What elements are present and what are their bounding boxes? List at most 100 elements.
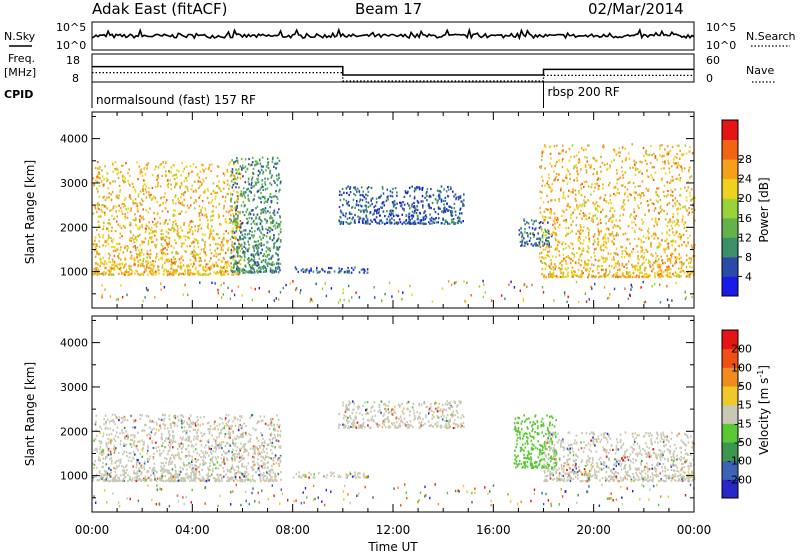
scatter-cell: [154, 431, 157, 434]
scatter-cell: [108, 218, 110, 221]
scatter-cell: [546, 251, 549, 254]
scatter-cell: [422, 222, 425, 225]
scatter-cell: [396, 191, 398, 194]
scatter-cell: [685, 259, 688, 262]
scatter-cell: [104, 205, 107, 208]
colorbar-swatch: [722, 139, 738, 160]
scatter-cell: [341, 268, 343, 271]
scatter-cell: [107, 438, 109, 441]
scatter-cell: [318, 271, 320, 274]
scatter-cell: [646, 162, 648, 165]
scatter-cell: [184, 270, 186, 273]
scatter-cell: [97, 176, 100, 179]
scatter-cell: [523, 283, 526, 286]
scatter-cell: [641, 249, 644, 252]
scatter-cell: [249, 259, 252, 262]
scatter-cell: [156, 211, 159, 215]
scatter-cell: [403, 195, 406, 198]
scatter-cell: [363, 209, 366, 212]
scatter-cell: [588, 298, 590, 301]
scatter-cell: [257, 181, 260, 184]
scatter-cell: [672, 264, 674, 267]
scatter-cell: [113, 254, 116, 258]
scatter-cell: [640, 194, 642, 197]
scatter-cell: [668, 167, 671, 170]
scatter-cell: [539, 237, 541, 240]
scatter-cell: [568, 189, 570, 192]
scatter-cell: [209, 228, 212, 231]
scatter-cell: [578, 160, 581, 163]
scatter-cell: [157, 166, 160, 169]
scatter-cell: [99, 177, 101, 180]
scatter-cell: [578, 205, 580, 208]
scatter-cell: [256, 222, 258, 225]
scatter-cell: [172, 434, 174, 437]
scatter-cell: [279, 223, 281, 226]
scatter-cell: [602, 187, 604, 190]
scatter-cell: [183, 223, 185, 226]
scatter-cell: [236, 226, 238, 229]
scatter-cell: [278, 462, 280, 465]
scatter-cell: [117, 242, 119, 245]
scatter-cell: [342, 221, 345, 224]
scatter-cell: [524, 242, 527, 245]
scatter-cell: [242, 238, 244, 241]
scatter-cell: [448, 205, 450, 208]
scatter-cell: [227, 248, 229, 251]
scatter-cell: [250, 186, 253, 189]
scatter-cell: [679, 261, 681, 264]
scatter-cell: [678, 164, 680, 167]
scatter-cell: [629, 215, 631, 218]
scatter-cell: [239, 415, 241, 418]
scatter-cell: [432, 193, 435, 197]
scatter-cell: [545, 239, 547, 242]
scatter-cell: [111, 241, 114, 244]
scatter-cell: [614, 274, 616, 277]
beam-label: Beam 17: [355, 0, 422, 18]
scatter-cell: [405, 214, 408, 217]
scatter-cell: [173, 271, 175, 274]
scatter-cell: [153, 271, 155, 274]
scatter-cell: [189, 165, 192, 168]
scatter-cell: [240, 256, 243, 259]
scatter-cell: [338, 270, 341, 273]
scatter-cell: [597, 265, 599, 268]
scatter-cell: [342, 222, 344, 225]
scatter-cell: [691, 152, 694, 155]
scatter-cell: [136, 204, 139, 207]
scatter-cell: [244, 265, 247, 268]
scatter-cell: [366, 222, 369, 225]
scatter-cell: [615, 275, 617, 278]
scatter-cell: [360, 186, 363, 189]
scatter-cell: [253, 245, 255, 248]
scatter-cell: [161, 248, 163, 252]
scatter-cell: [416, 215, 419, 218]
scatter-cell: [646, 169, 648, 172]
scatter-cell: [168, 418, 171, 421]
scatter-cell: [209, 266, 211, 269]
scatter-cell: [451, 218, 453, 221]
scatter-cell: [555, 219, 558, 222]
scatter-cell: [234, 224, 237, 227]
scatter-cell: [133, 201, 135, 205]
scatter-cell: [171, 262, 174, 265]
scatter-cell: [679, 177, 682, 180]
scatter-cell: [280, 471, 282, 474]
scatter-cell: [593, 240, 596, 243]
scatter-cell: [114, 180, 116, 183]
scatter-cell: [126, 455, 128, 458]
scatter-cell: [217, 253, 220, 256]
scatter-cell: [565, 234, 567, 237]
scatter-cell: [547, 229, 550, 233]
scatter-cell: [645, 236, 647, 239]
scatter-cell: [178, 479, 181, 482]
scatter-cell: [139, 225, 141, 228]
scatter-cell: [195, 464, 198, 468]
scatter-cell: [659, 206, 661, 209]
scatter-cell: [99, 448, 101, 451]
scatter-cell: [633, 191, 635, 194]
scatter-cell: [580, 187, 583, 190]
scatter-cell: [608, 272, 610, 275]
scatter-cell: [690, 175, 693, 178]
scatter-cell: [141, 414, 143, 417]
